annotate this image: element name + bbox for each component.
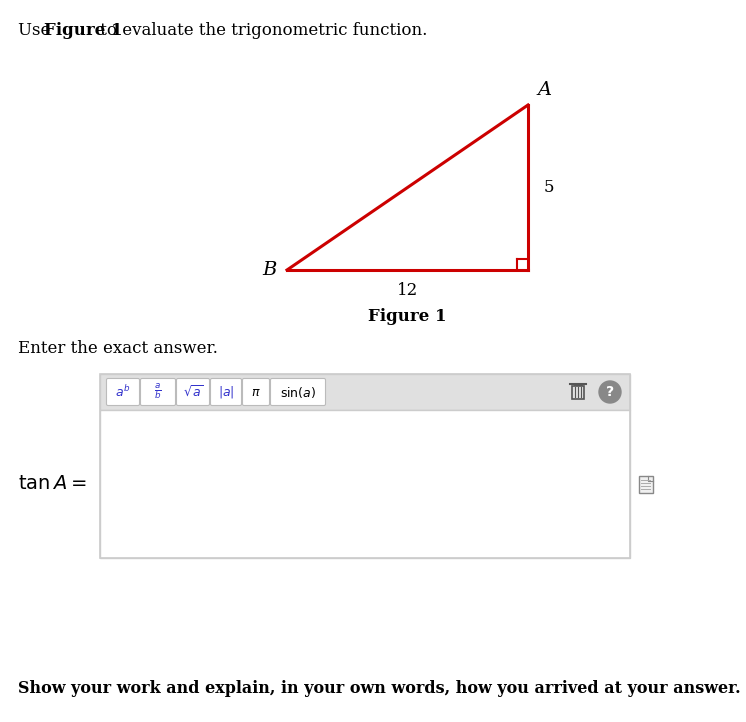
Text: $a^b$: $a^b$ — [116, 384, 131, 400]
Bar — [100, 410, 630, 558]
FancyBboxPatch shape — [140, 378, 175, 406]
Text: $\sin(a)$: $\sin(a)$ — [280, 385, 316, 399]
Text: Show your work and explain, in your own words, how you arrived at your answer.: Show your work and explain, in your own … — [18, 680, 741, 697]
Text: Figure 1: Figure 1 — [369, 308, 447, 325]
FancyBboxPatch shape — [177, 378, 210, 406]
Bar — [572, 386, 584, 399]
Text: ?: ? — [606, 385, 614, 399]
Text: B: B — [263, 261, 277, 279]
Text: $|a|$: $|a|$ — [218, 384, 234, 400]
Text: $\pi$: $\pi$ — [251, 386, 261, 399]
Text: Enter the exact answer.: Enter the exact answer. — [18, 340, 218, 357]
Text: to evaluate the trigonometric function.: to evaluate the trigonometric function. — [95, 22, 427, 39]
Text: 12: 12 — [397, 282, 418, 299]
Text: Use: Use — [18, 22, 56, 39]
Text: Figure 1: Figure 1 — [44, 22, 122, 39]
Text: $\tan A =$: $\tan A =$ — [18, 475, 87, 493]
Bar — [100, 374, 630, 558]
Text: A: A — [537, 81, 551, 99]
FancyBboxPatch shape — [271, 378, 325, 406]
FancyBboxPatch shape — [210, 378, 242, 406]
FancyBboxPatch shape — [107, 378, 140, 406]
Text: 5: 5 — [544, 179, 554, 196]
Bar — [100, 374, 630, 410]
Text: $\sqrt{a}$: $\sqrt{a}$ — [183, 384, 204, 399]
Bar — [639, 476, 653, 492]
Text: $\frac{a}{b}$: $\frac{a}{b}$ — [154, 382, 162, 402]
FancyBboxPatch shape — [242, 378, 269, 406]
Circle shape — [599, 381, 621, 403]
